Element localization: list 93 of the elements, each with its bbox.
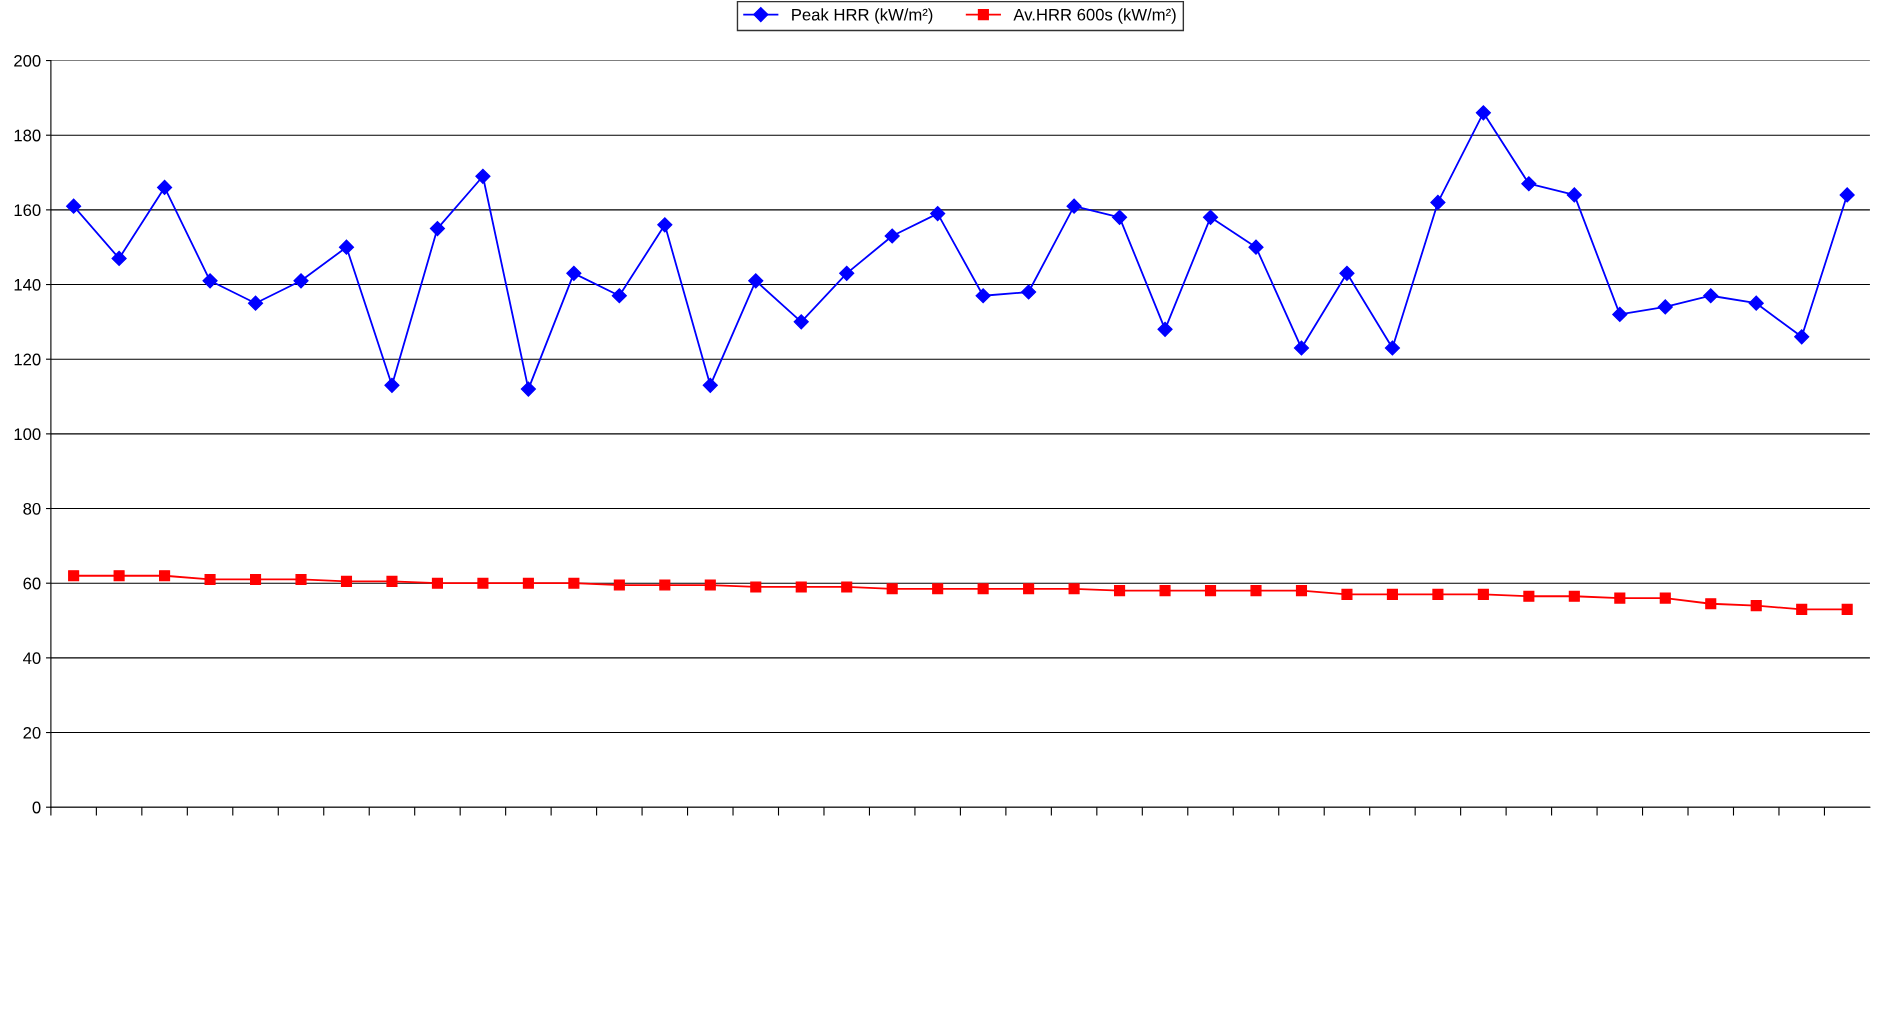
point (202, 273, 218, 289)
point (750, 581, 762, 593)
point (1703, 288, 1719, 304)
point (1293, 340, 1310, 356)
point (613, 579, 625, 591)
point (1023, 583, 1035, 595)
point (429, 220, 446, 237)
point (1566, 187, 1582, 203)
y-tick-label: 0 (32, 801, 41, 814)
point (66, 198, 82, 214)
point (886, 583, 898, 595)
point (611, 288, 627, 304)
point (1202, 209, 1219, 225)
point (1430, 194, 1446, 210)
y-tick-label: 20 (23, 726, 41, 739)
point (1659, 592, 1671, 604)
y-tick-label: 100 (14, 428, 41, 441)
point (702, 377, 718, 393)
point (1021, 284, 1037, 300)
point (1114, 585, 1126, 597)
point (659, 579, 671, 591)
point (1748, 295, 1764, 311)
point (1432, 588, 1444, 600)
point (1794, 329, 1810, 345)
y-tick-label: 200 (14, 54, 41, 67)
y-tick-label: 160 (14, 204, 41, 217)
point (522, 577, 534, 589)
point (657, 217, 673, 233)
y-tick-label: 180 (14, 129, 41, 142)
y-tick-label: 40 (23, 652, 41, 665)
point (930, 206, 946, 222)
point (295, 573, 307, 586)
point (704, 579, 716, 591)
point (1157, 321, 1173, 337)
point (1523, 590, 1535, 602)
point (159, 570, 171, 582)
point (1250, 585, 1262, 597)
y-tick-label: 120 (14, 353, 41, 366)
point (68, 570, 80, 582)
point (111, 250, 127, 266)
point (1204, 585, 1217, 597)
point (247, 295, 264, 311)
y-tick-label: 80 (23, 502, 41, 515)
y-tick-label: 140 (14, 278, 41, 291)
point (1477, 588, 1489, 600)
point (204, 573, 216, 586)
point (1386, 588, 1398, 600)
point (431, 577, 443, 589)
point (520, 381, 536, 397)
point (975, 288, 991, 304)
point (1068, 583, 1080, 595)
point (113, 570, 125, 582)
point (748, 273, 764, 289)
point (1612, 306, 1628, 322)
point (477, 577, 489, 589)
point (793, 314, 809, 330)
point (1614, 592, 1626, 604)
point (1159, 585, 1171, 597)
point (566, 265, 582, 281)
point (1339, 265, 1355, 281)
point (338, 239, 355, 255)
point (977, 583, 989, 595)
point (384, 377, 400, 393)
point (1112, 209, 1128, 225)
point (1066, 198, 1082, 214)
point (1295, 585, 1308, 597)
point (1750, 600, 1762, 612)
point (293, 273, 309, 289)
point (568, 577, 580, 589)
point (932, 583, 944, 595)
point (1248, 239, 1264, 255)
point (1341, 588, 1353, 600)
point (841, 581, 853, 593)
point (1521, 176, 1537, 192)
point (1657, 299, 1673, 315)
point (1475, 105, 1491, 121)
point (1841, 603, 1853, 615)
point (1568, 590, 1580, 602)
y-tick-label: 60 (23, 577, 41, 590)
point (386, 575, 398, 587)
legend-label: Peak HRR (kW/m²) (792, 8, 933, 24)
point (1796, 603, 1808, 615)
point (839, 265, 855, 281)
point (475, 168, 491, 184)
point (340, 575, 353, 587)
point (157, 179, 173, 196)
point (884, 228, 900, 244)
point (1384, 340, 1401, 356)
legend-label: Av.HRR 600s (kW/m²) (1013, 8, 1176, 24)
point (249, 573, 262, 586)
point (1839, 187, 1855, 203)
point (1705, 598, 1717, 610)
point (795, 581, 807, 593)
